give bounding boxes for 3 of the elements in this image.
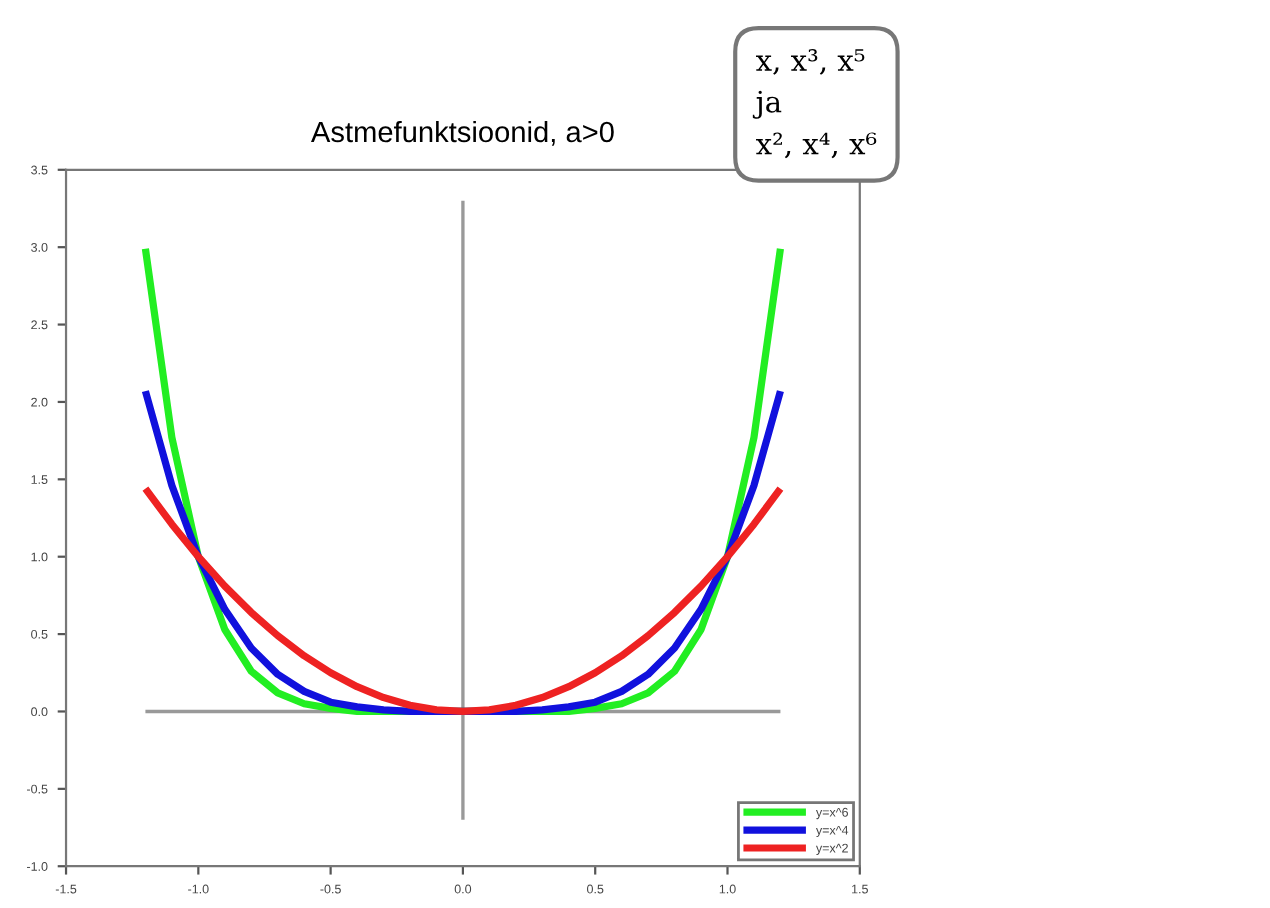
text: x, x³, x⁵ ja x², x⁴, x⁶ <box>752 49 877 159</box>
chart-title: Astmefunktsioonid, a>0 <box>310 120 614 146</box>
line-series <box>141 485 785 716</box>
